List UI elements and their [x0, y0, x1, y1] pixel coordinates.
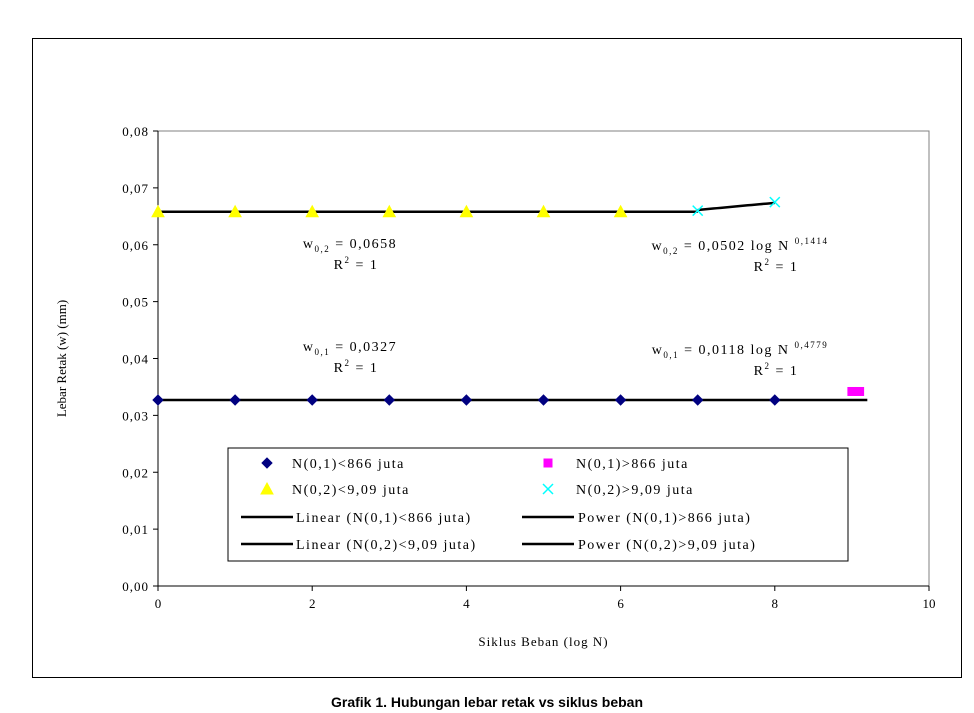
y-tick-label: 0,00 — [122, 579, 149, 594]
data-point — [769, 196, 781, 208]
x-tick-label: 0 — [155, 596, 162, 611]
data-point — [691, 394, 704, 406]
legend-label: Power (N(0,2)>9,09 juta) — [578, 538, 756, 553]
data-point — [229, 394, 241, 406]
x-marker-stroke — [769, 196, 781, 208]
data-point — [383, 394, 396, 406]
legend-symbol — [261, 457, 273, 469]
equation-label: w0,1 = 0,0327 — [303, 340, 397, 357]
y-tick-label: 0,03 — [122, 408, 149, 423]
y-tick-label: 0,05 — [122, 295, 149, 310]
data-point — [692, 205, 704, 217]
data-point — [382, 204, 397, 218]
x-tick-label: 6 — [617, 596, 624, 611]
legend-label: N(0,1)>866 juta — [576, 457, 689, 472]
data-point — [537, 394, 550, 406]
y-axis-title: Lebar Retak (w) (mm) — [54, 300, 69, 417]
data-point — [305, 204, 320, 218]
x-tick-label: 2 — [309, 596, 316, 611]
legend-box — [227, 447, 849, 562]
x-tick-label: 10 — [923, 596, 936, 611]
data-point — [151, 204, 165, 218]
figure-caption: Grafik 1. Hubungan lebar retak vs siklus… — [331, 694, 643, 710]
y-tick-label: 0,08 — [122, 124, 149, 139]
legend-label: Linear (N(0,1)<866 juta) — [296, 511, 472, 526]
legend-label: N(0,2)>9,09 juta — [576, 483, 694, 498]
legend-label: N(0,2)<9,09 juta — [292, 483, 410, 498]
equation-label: w0,2 = 0,0502 log N 0,1414 — [651, 236, 828, 256]
legend-symbol — [542, 483, 554, 495]
y-tick-label: 0,04 — [122, 352, 149, 367]
r-squared-label: R2 = 1 — [754, 257, 799, 275]
y-tick-label: 0,06 — [122, 238, 149, 253]
data-point — [228, 204, 242, 218]
chart-frame — [32, 38, 962, 678]
data-point — [306, 394, 318, 406]
legend-symbol — [543, 458, 553, 468]
data-point — [847, 386, 857, 396]
y-tick-label: 0,07 — [122, 181, 149, 196]
data-point — [769, 394, 781, 406]
equation-label: w0,1 = 0,0118 log N 0,4779 — [652, 340, 829, 360]
legend-symbol — [260, 481, 274, 495]
x-axis-title: Siklus Beban (log N) — [478, 634, 608, 649]
data-point — [536, 204, 551, 218]
equation-label: w0,2 = 0,0658 — [303, 237, 397, 254]
y-tick-label: 0,02 — [122, 465, 149, 480]
data-point — [614, 394, 627, 406]
legend: N(0,1)<866 juta N(0,1)>866 juta N(0,2)<9,0… — [227, 447, 849, 562]
x-marker-stroke — [692, 205, 704, 217]
r-squared-label: R2 = 1 — [754, 361, 799, 379]
data-point — [855, 386, 865, 396]
legend-label: Power (N(0,1)>866 juta) — [578, 511, 751, 526]
x-marker-stroke — [542, 483, 554, 495]
legend-label: Linear (N(0,2)<9,09 juta) — [296, 538, 477, 553]
data-point — [613, 204, 628, 218]
r-squared-label: R2 = 1 — [334, 255, 379, 273]
x-tick-label: 8 — [772, 596, 779, 611]
data-point — [460, 394, 473, 406]
data-point — [459, 204, 474, 218]
legend-label: N(0,1)<866 juta — [292, 457, 405, 472]
r-squared-label: R2 = 1 — [334, 358, 379, 376]
x-tick-label: 4 — [463, 596, 470, 611]
y-tick-label: 0,01 — [122, 522, 149, 537]
trendline — [697, 201, 775, 212]
data-point — [152, 394, 164, 406]
